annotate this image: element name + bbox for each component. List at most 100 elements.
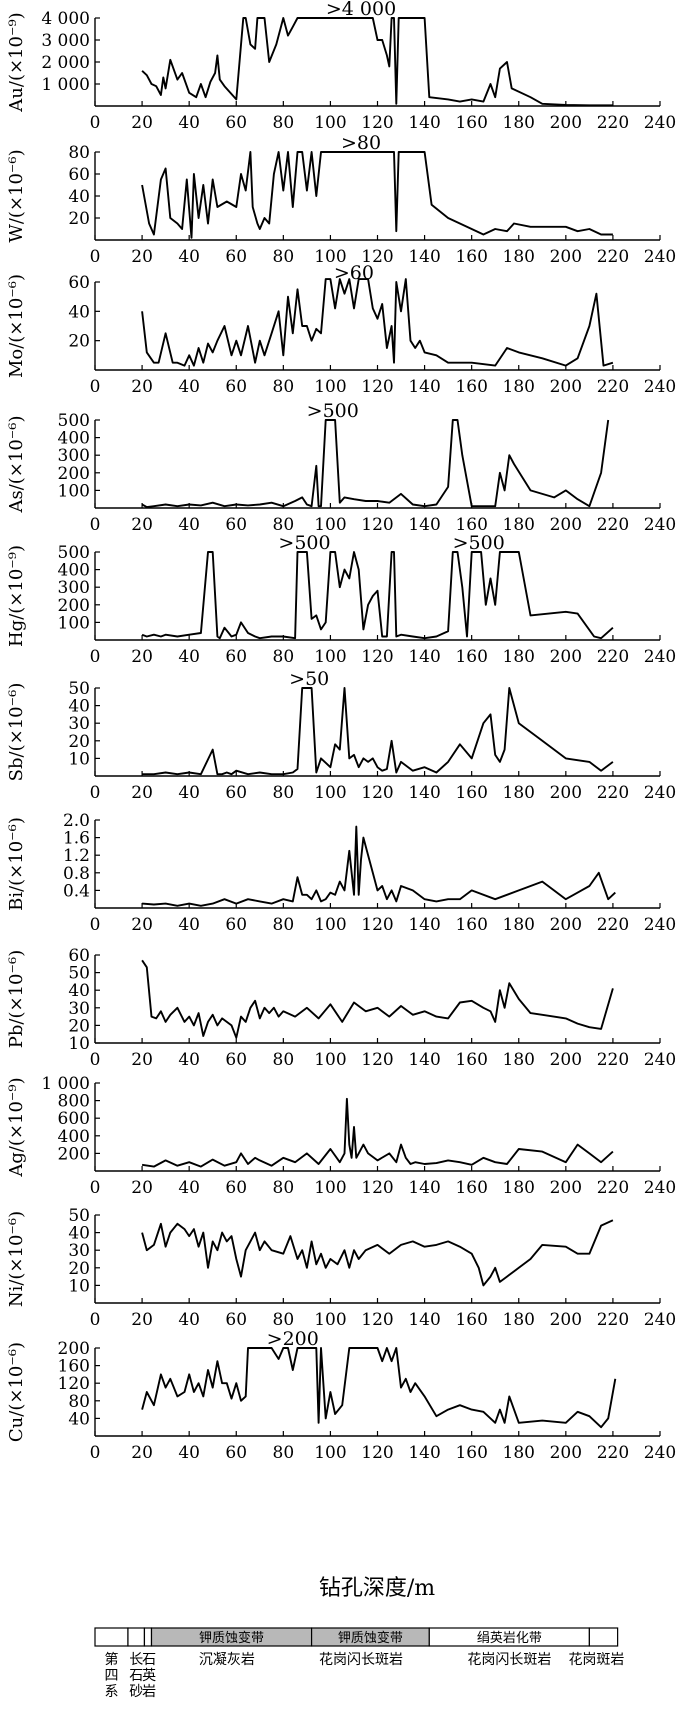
y-tick-label: 300 xyxy=(58,446,90,466)
x-tick-label: 20 xyxy=(131,1050,153,1070)
x-tick-label: 120 xyxy=(361,1178,393,1198)
value-annotation: >500 xyxy=(307,400,359,422)
value-annotation: >60 xyxy=(334,262,374,284)
y-tick-label: 20 xyxy=(68,1259,90,1279)
x-tick-label: 240 xyxy=(644,113,676,133)
x-tick-label: 20 xyxy=(131,247,153,267)
x-tick-label: 100 xyxy=(314,783,346,803)
y-tick-label: 100 xyxy=(58,613,90,633)
x-tick-label: 0 xyxy=(90,783,101,803)
y-tick-label: 120 xyxy=(58,1374,90,1394)
x-tick-label: 40 xyxy=(178,1050,200,1070)
strip-zone-label: 绢英岩化带 xyxy=(477,1630,542,1646)
x-tick-label: 100 xyxy=(314,1443,346,1463)
y-tick-label: 800 xyxy=(58,1092,90,1112)
lithology-label: 花岗闪长斑岩 xyxy=(467,1652,551,1668)
lithology-label-line: 花岗闪长斑岩 xyxy=(319,1652,403,1668)
x-tick-label: 220 xyxy=(597,377,629,397)
x-axis-label: 钻孔深度/m xyxy=(319,1576,435,1601)
y-tick-label: 40 xyxy=(68,1409,90,1429)
lithology-label: 第四系 xyxy=(104,1651,118,1700)
y-tick-label: 3 000 xyxy=(41,31,90,51)
series-line-ag xyxy=(141,1097,614,1168)
y-tick-label: 1 000 xyxy=(41,75,90,95)
lithology-label: 花岗闪长斑岩 xyxy=(319,1652,403,1668)
x-tick-label: 0 xyxy=(90,515,101,535)
x-tick-label: 180 xyxy=(503,377,535,397)
x-tick-label: 100 xyxy=(314,113,346,133)
x-tick-label: 160 xyxy=(455,515,487,535)
y-tick-label: 1 000 xyxy=(41,1074,90,1094)
x-tick-label: 40 xyxy=(178,915,200,935)
strip-zone: 绢英岩化带 xyxy=(428,1627,590,1647)
strip-zone xyxy=(127,1627,146,1647)
x-tick-label: 60 xyxy=(225,515,247,535)
x-tick-label: 220 xyxy=(597,647,629,667)
x-tick-label: 100 xyxy=(314,515,346,535)
x-tick-label: 100 xyxy=(314,247,346,267)
strip-zone-label: 钾质蚀变带 xyxy=(338,1630,403,1646)
y-tick-label: 300 xyxy=(58,578,90,598)
series-line-pb xyxy=(141,959,614,1039)
lithology-label: 沉凝灰岩 xyxy=(199,1652,255,1668)
x-tick-label: 140 xyxy=(408,1178,440,1198)
x-tick-label: 120 xyxy=(361,647,393,667)
series-line-hg xyxy=(141,551,614,640)
x-tick-label: 240 xyxy=(644,515,676,535)
x-tick-label: 60 xyxy=(225,377,247,397)
x-tick-label: 20 xyxy=(131,377,153,397)
x-tick-label: 40 xyxy=(178,247,200,267)
value-annotation: >4 000 xyxy=(326,0,396,20)
lithology-label-line: 系 xyxy=(104,1684,118,1700)
y-tick-label: 200 xyxy=(58,1339,90,1359)
y-tick-label: 30 xyxy=(68,999,90,1019)
strip-zone: 钾质蚀变带 xyxy=(310,1627,430,1647)
y-tick-label: 10 xyxy=(68,749,90,769)
x-tick-label: 140 xyxy=(408,113,440,133)
x-tick-label: 40 xyxy=(178,1310,200,1330)
x-tick-label: 180 xyxy=(503,113,535,133)
x-tick-label: 220 xyxy=(597,1443,629,1463)
strip-zone xyxy=(143,1627,153,1647)
x-tick-label: 60 xyxy=(225,247,247,267)
x-tick-label: 60 xyxy=(225,647,247,667)
x-tick-label: 40 xyxy=(178,647,200,667)
y-tick-label: 40 xyxy=(68,187,90,207)
x-tick-label: 180 xyxy=(503,647,535,667)
x-tick-label: 160 xyxy=(455,1310,487,1330)
y-tick-label: 50 xyxy=(68,679,90,699)
x-tick-label: 160 xyxy=(455,247,487,267)
x-tick-label: 140 xyxy=(408,377,440,397)
x-tick-label: 200 xyxy=(550,1178,582,1198)
x-tick-label: 20 xyxy=(131,783,153,803)
y-tick-label: 40 xyxy=(68,302,90,322)
x-tick-label: 80 xyxy=(273,1443,295,1463)
y-tick-label: 40 xyxy=(68,981,90,1001)
x-tick-label: 220 xyxy=(597,515,629,535)
x-tick-label: 180 xyxy=(503,515,535,535)
lithology-label-line: 沉凝灰岩 xyxy=(199,1652,255,1668)
y-tick-label: 50 xyxy=(68,964,90,984)
x-tick-label: 60 xyxy=(225,1443,247,1463)
y-tick-label: 80 xyxy=(68,1392,90,1412)
x-tick-label: 40 xyxy=(178,1443,200,1463)
x-tick-label: 200 xyxy=(550,113,582,133)
lithology-label-line: 花岗斑岩 xyxy=(568,1652,624,1668)
x-tick-label: 220 xyxy=(597,1050,629,1070)
panel-mo: 20 40 60 0 20 40 60 80 100 120 140 160 180 200 220 240 M… xyxy=(6,262,676,397)
value-annotation: >500 xyxy=(453,532,505,554)
x-tick-label: 80 xyxy=(273,515,295,535)
x-tick-label: 240 xyxy=(644,247,676,267)
lithology-label-line: 英 xyxy=(142,1667,156,1684)
x-tick-label: 20 xyxy=(131,1310,153,1330)
x-tick-label: 120 xyxy=(361,1310,393,1330)
x-tick-label: 100 xyxy=(314,647,346,667)
x-tick-label: 160 xyxy=(455,1050,487,1070)
x-tick-label: 60 xyxy=(225,915,247,935)
x-tick-label: 80 xyxy=(273,915,295,935)
